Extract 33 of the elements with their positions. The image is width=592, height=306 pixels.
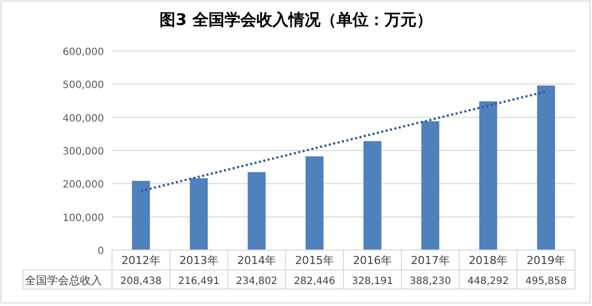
y-tick-label: 0 xyxy=(98,246,104,257)
bar xyxy=(479,101,498,250)
bar xyxy=(306,156,324,250)
data-label: 495,858 xyxy=(525,276,567,287)
x-tick-label: 2013年 xyxy=(179,254,218,267)
data-label: 388,230 xyxy=(410,276,451,287)
y-tick-label: 200,000 xyxy=(62,180,104,191)
text: 全国学会总收入 xyxy=(25,274,102,287)
bar xyxy=(132,180,150,250)
y-tick-label: 500,000 xyxy=(62,80,104,92)
data-label: 216,491 xyxy=(178,276,220,287)
y-tick-label: 300,000 xyxy=(62,146,104,158)
data-label: 234,802 xyxy=(236,276,278,287)
x-tick-label: 2017年 xyxy=(410,254,450,267)
data-label: 328,191 xyxy=(352,276,394,287)
x-tick-label: 2019年 xyxy=(526,254,566,267)
bar xyxy=(248,172,266,250)
y-tick-label: 600,000 xyxy=(62,47,104,58)
y-tick-label: 100,000 xyxy=(62,212,104,224)
x-tick-label: 2018年 xyxy=(468,254,508,267)
x-tick-label: 2016年 xyxy=(352,254,392,267)
data-label: 448,292 xyxy=(468,276,509,287)
bar xyxy=(421,121,440,250)
bar xyxy=(537,86,556,250)
x-tick-label: 2015年 xyxy=(295,254,334,267)
data-label: 282,446 xyxy=(294,276,336,287)
x-tick-label: 2014年 xyxy=(237,254,276,267)
data-label: 208,438 xyxy=(120,276,162,287)
chart-title: 图3 全国学会收入情况（单位：万元） xyxy=(160,10,432,29)
y-tick-label: 400,000 xyxy=(62,113,104,124)
bar xyxy=(363,141,382,250)
x-tick-label: 2012年 xyxy=(121,254,160,267)
bar xyxy=(190,178,208,250)
